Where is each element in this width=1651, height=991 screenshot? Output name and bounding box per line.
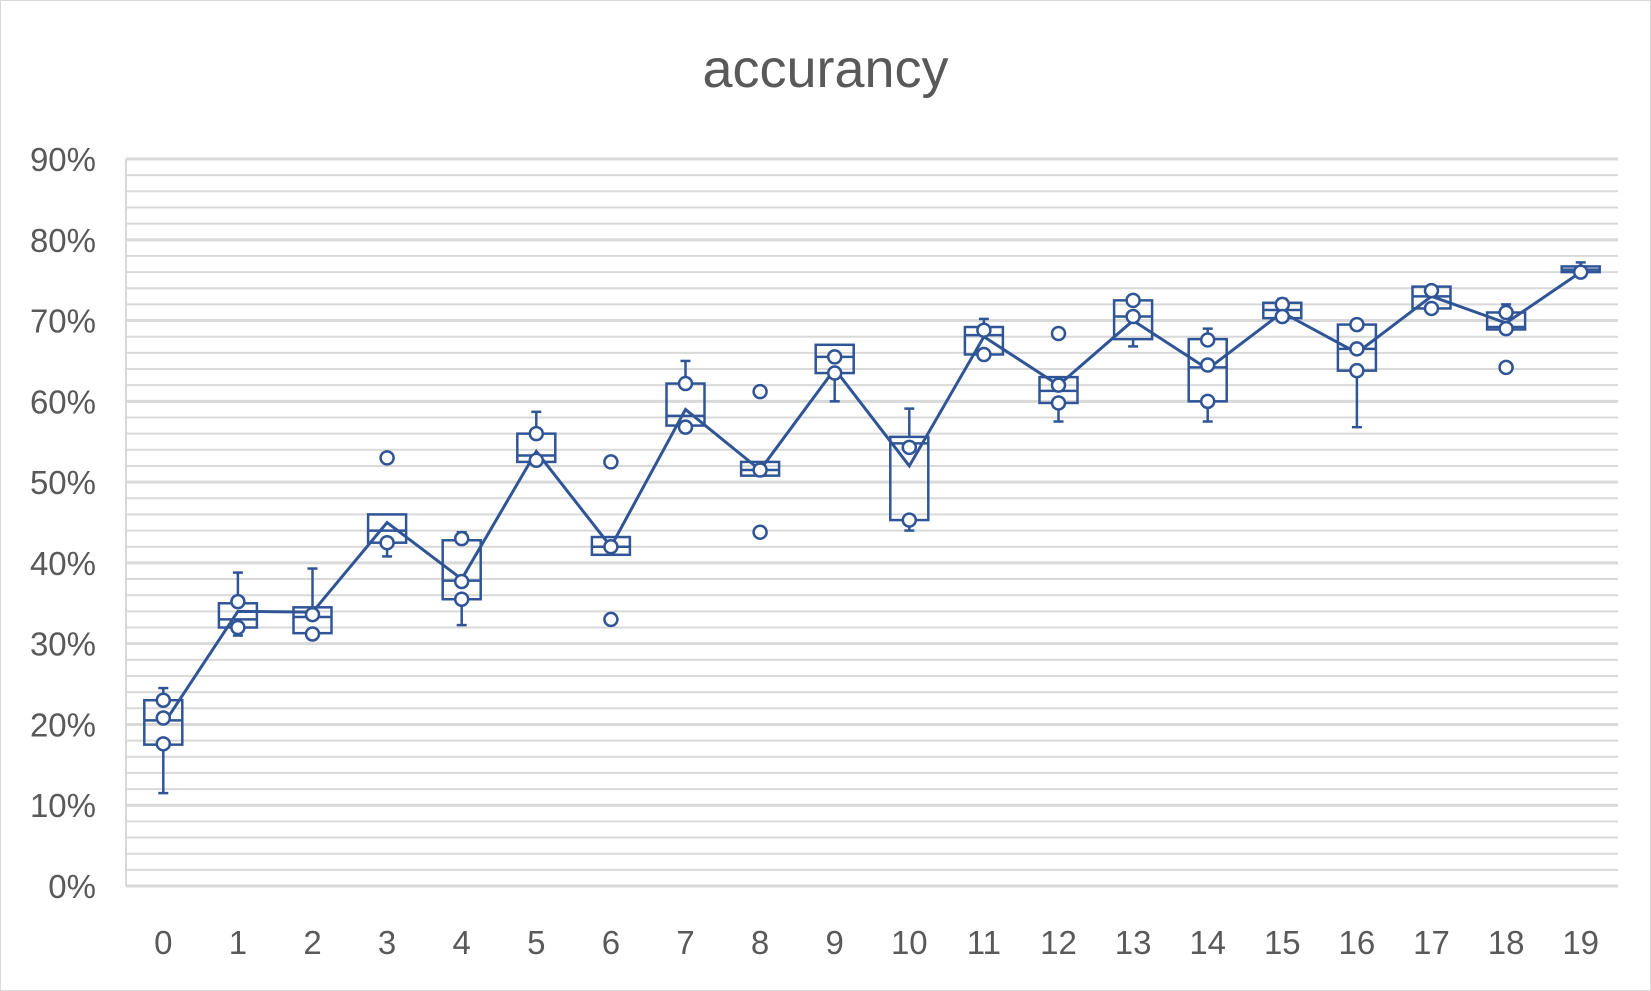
data-point — [1498, 359, 1514, 376]
data-point — [976, 322, 992, 338]
data-point — [752, 524, 768, 540]
data-point — [453, 591, 470, 607]
mean-line — [162, 270, 1582, 726]
x-tick-label: 13 — [1115, 924, 1152, 961]
data-point — [453, 530, 470, 547]
data-point — [677, 375, 694, 392]
y-tick-label: 60% — [30, 383, 96, 420]
y-tick-label: 40% — [30, 545, 96, 582]
y-tick-label: 90% — [30, 141, 96, 178]
data-point — [752, 383, 768, 400]
data-point — [528, 452, 545, 469]
x-tick-label: 7 — [676, 924, 694, 961]
data-point — [1423, 300, 1440, 317]
chart-title: accurancy — [702, 39, 949, 99]
y-tick-label: 10% — [30, 787, 96, 824]
data-point — [1274, 308, 1291, 325]
x-tick-label: 10 — [891, 924, 928, 961]
x-tick-label: 18 — [1488, 924, 1525, 961]
data-point — [1199, 332, 1216, 348]
y-tick-label: 0% — [48, 868, 96, 905]
data-point — [379, 450, 395, 466]
data-point — [826, 365, 843, 381]
gridlines — [125, 157, 1618, 888]
data-point-series — [155, 264, 1589, 752]
data-point — [1199, 357, 1216, 373]
data-point — [1572, 264, 1589, 280]
data-point — [901, 439, 918, 456]
data-point — [1349, 316, 1365, 333]
y-tick-label: 20% — [30, 706, 96, 743]
data-point — [1423, 282, 1440, 299]
data-point — [528, 425, 545, 442]
data-point — [1050, 325, 1067, 342]
data-point — [304, 626, 321, 642]
x-tick-label: 0 — [154, 924, 172, 961]
data-point — [603, 611, 619, 628]
data-point — [155, 692, 172, 708]
x-tick-label: 1 — [229, 924, 247, 961]
x-axis-tick-labels: 0 1 2 3 4 5 6 7 8 9 10 11 12 13 14 15 16 17 18 19 — [154, 924, 1599, 961]
mean-line-series — [162, 270, 1582, 726]
x-tick-label: 16 — [1339, 924, 1376, 961]
data-point — [230, 619, 246, 636]
x-tick-label: 14 — [1189, 924, 1226, 961]
x-tick-label: 3 — [378, 924, 396, 961]
box-series — [143, 261, 1601, 795]
data-point — [1125, 308, 1141, 325]
x-tick-label: 4 — [453, 924, 471, 961]
x-tick-label: 19 — [1562, 924, 1599, 961]
data-point — [752, 462, 768, 478]
data-point — [1050, 377, 1067, 393]
x-tick-label: 12 — [1040, 924, 1077, 961]
data-point — [1199, 393, 1216, 410]
x-tick-label: 15 — [1264, 924, 1301, 961]
x-tick-label: 6 — [602, 924, 620, 961]
data-point — [603, 538, 619, 555]
data-point — [826, 349, 843, 365]
data-point — [379, 534, 395, 551]
y-axis-tick-labels: 0% 10% 20% 30% 40% 50% 60% 70% 80% 90% — [30, 141, 96, 905]
x-tick-label: 9 — [826, 924, 844, 961]
y-tick-label: 50% — [30, 464, 96, 501]
data-point — [1050, 395, 1067, 411]
y-tick-label: 80% — [30, 222, 96, 259]
x-tick-label: 5 — [527, 924, 545, 961]
data-point — [901, 512, 918, 528]
x-tick-label: 2 — [303, 924, 321, 961]
data-point — [155, 710, 172, 726]
box-10 — [889, 407, 930, 532]
data-point — [1498, 304, 1514, 321]
data-point — [1349, 341, 1365, 357]
data-point — [1125, 292, 1141, 309]
data-point — [230, 593, 246, 610]
data-point — [155, 736, 172, 752]
x-tick-label: 17 — [1413, 924, 1450, 961]
y-tick-label: 30% — [30, 626, 96, 663]
data-point — [1498, 320, 1514, 337]
y-tick-label: 70% — [30, 303, 96, 340]
data-point — [1349, 362, 1365, 379]
data-point — [453, 573, 470, 590]
data-point — [976, 346, 992, 363]
data-point — [677, 419, 694, 435]
x-tick-label: 8 — [751, 924, 769, 961]
data-point — [603, 454, 619, 470]
data-point — [304, 606, 321, 623]
x-tick-label: 11 — [967, 924, 1001, 961]
